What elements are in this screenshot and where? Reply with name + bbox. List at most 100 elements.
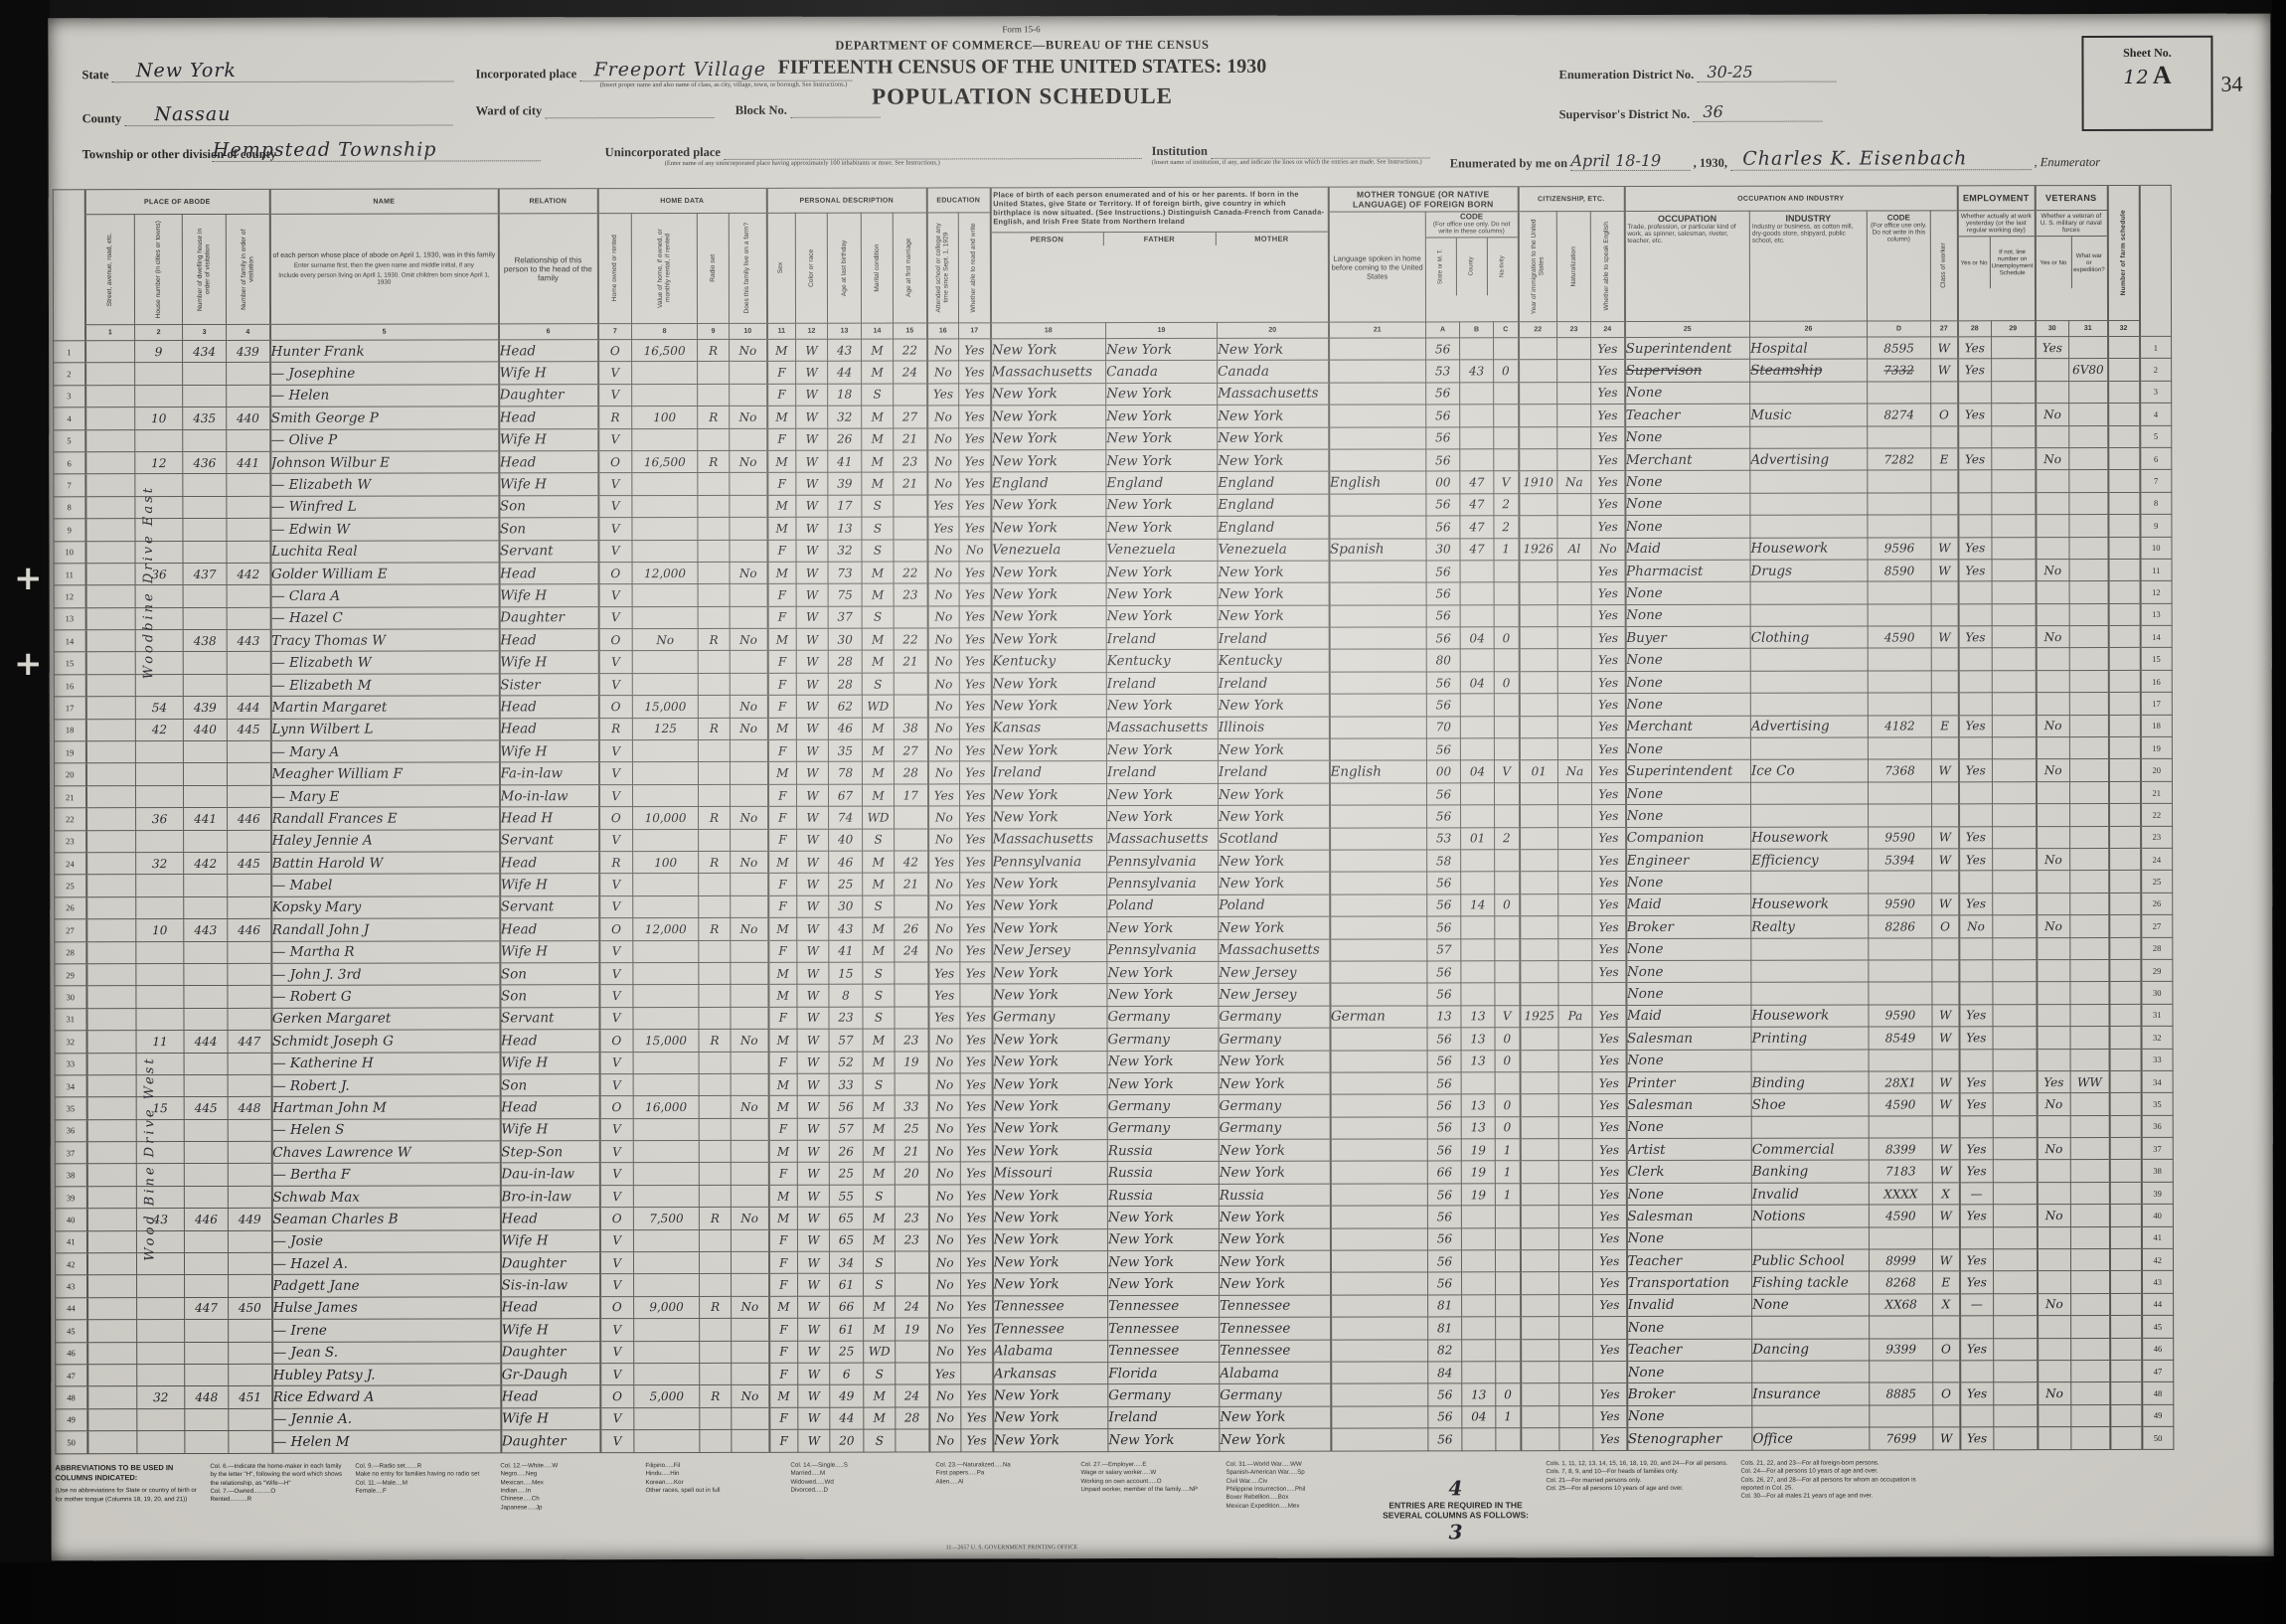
cell-ln: 6: [53, 451, 85, 475]
cell-dw: 448: [184, 1385, 229, 1409]
cell-col: W: [797, 1051, 830, 1074]
cell-war: [2068, 469, 2108, 493]
cell-bf: Russia: [1107, 1139, 1220, 1163]
cell-fno: [2107, 381, 2140, 404]
cell-ca: 56: [1425, 493, 1460, 517]
cell-ln: 22: [54, 807, 86, 831]
cell-sex: M: [767, 851, 797, 874]
cell-occ: None: [1625, 982, 1751, 1006]
cell-mar: M: [862, 873, 895, 895]
group-veterans: VETERANS: [2035, 185, 2108, 211]
cell-st: [86, 1430, 137, 1454]
cell-farm: No: [730, 695, 768, 719]
cell-rw: [959, 984, 992, 1007]
cell-rad: [699, 1051, 732, 1074]
cell-own: V: [598, 739, 633, 763]
col-number-29: 29: [1991, 320, 2036, 337]
cell-bf: Germany: [1107, 1117, 1220, 1140]
cell-agm: [893, 494, 927, 518]
cell-ca: 56: [1427, 1272, 1462, 1295]
cell-bf: New York: [1105, 449, 1218, 472]
cell-rad: [697, 361, 730, 385]
cell-sch: No: [928, 1273, 961, 1296]
cell-war: [2069, 848, 2109, 871]
cell-cb: [1461, 1361, 1496, 1384]
cell-ue: [1993, 1360, 2038, 1383]
cell-ln: 44: [55, 1297, 87, 1321]
cell-ln: 1: [53, 340, 85, 364]
cell-sch: Yes: [928, 1362, 961, 1385]
cell-war: [2069, 870, 2109, 893]
cell-ln: 7: [53, 474, 85, 497]
cell-ind: [1751, 1226, 1870, 1250]
cell-ln2: 9: [2139, 514, 2172, 537]
cell-bm: New York: [1218, 738, 1330, 761]
cell-eng: [1591, 982, 1626, 1006]
cell-ca: 56: [1425, 426, 1460, 449]
cell-farm: [730, 650, 768, 674]
cell-agm: 23: [895, 1207, 929, 1229]
cell-sch: No: [928, 1295, 961, 1319]
cell-mar: M: [861, 472, 894, 495]
cell-name: — Helen S: [271, 1118, 501, 1142]
cell-sex: M: [766, 495, 796, 518]
cell-lang: [1329, 849, 1427, 873]
cell-age: 56: [829, 1095, 864, 1118]
cell-bp: New York: [990, 494, 1106, 517]
enumeration-date-value: April 18-19: [1570, 150, 1691, 172]
cell-bf: New York: [1105, 383, 1218, 406]
cell-agm: 19: [895, 1051, 929, 1073]
cell-cc: [1494, 804, 1520, 828]
cell-val: [632, 583, 699, 607]
cell-ca: 56: [1426, 582, 1461, 605]
cell-cd: [1869, 1404, 1933, 1428]
cell-nat: [1556, 426, 1591, 449]
cell-hn: 12: [134, 451, 183, 475]
cell-cd: 7368: [1868, 759, 1932, 782]
cell-dw: [184, 1052, 229, 1075]
cell-bm: Germany: [1219, 1028, 1331, 1051]
cell-ue: [1991, 359, 2036, 382]
cell-mar: M: [862, 583, 895, 606]
cell-bf: New York: [1107, 1072, 1220, 1095]
cell-cc: 0: [1494, 626, 1520, 650]
cell-own: V: [599, 1185, 634, 1208]
cell-st: [86, 1164, 137, 1187]
cell-cd: [1868, 937, 1932, 960]
cell-name: — Robert G: [270, 985, 500, 1009]
cell-ind: Dancing: [1751, 1338, 1870, 1362]
cell-rad: R: [699, 1207, 732, 1230]
cell-agm: 24: [895, 1295, 929, 1319]
cell-ln2: 2: [2139, 358, 2172, 382]
department-title: DEPARTMENT OF COMMERCE—BUREAU OF THE CEN…: [835, 37, 1210, 53]
cell-cb: [1459, 382, 1494, 406]
cell-sex: M: [767, 628, 797, 651]
cell-sex: M: [768, 1207, 798, 1229]
handwritten-mark-4: 4: [1448, 1476, 1463, 1501]
col-number-19: 19: [1105, 322, 1218, 339]
cell-name: — Helen: [269, 384, 499, 407]
cell-vet: [2036, 648, 2070, 671]
cell-vet: [2036, 959, 2070, 982]
cell-wk: W: [1931, 625, 1959, 649]
cell-bf: Venezuela: [1105, 538, 1219, 562]
cell-wk: X: [1932, 1293, 1960, 1317]
cell-fno: [2108, 870, 2141, 893]
cell-sex: F: [767, 895, 797, 918]
cell-mar: S: [862, 828, 895, 852]
cell-cd: 8286: [1868, 915, 1932, 938]
cell-nat: [1558, 1339, 1593, 1362]
cell-sex: F: [766, 472, 796, 496]
cell-sex: F: [768, 1429, 798, 1452]
cell-vet: [2037, 1115, 2071, 1138]
cell-rel: Son: [500, 1073, 600, 1097]
cell-rad: [699, 1185, 732, 1208]
cell-ln2: 34: [2141, 1070, 2174, 1093]
cell-vet: [2037, 1360, 2071, 1383]
cell-ln2: 27: [2140, 914, 2173, 937]
cell-ln: 47: [55, 1364, 87, 1387]
col-desc-code-abc: CODE (For office use only. Do not write i…: [1425, 211, 1519, 322]
unincorporated-fineprint: (Enter name of any unincorporated place …: [664, 159, 940, 168]
township-value: Hempstead Township: [212, 138, 541, 162]
cell-bf: New York: [1106, 983, 1219, 1007]
